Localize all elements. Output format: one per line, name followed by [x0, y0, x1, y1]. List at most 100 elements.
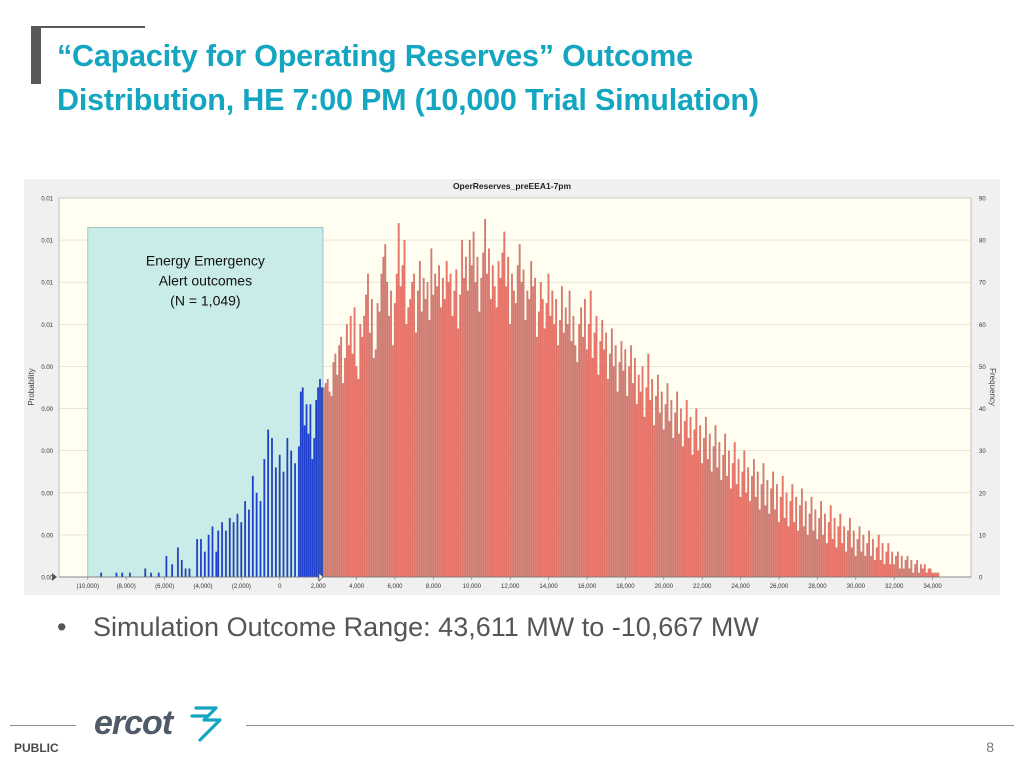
y2-tick-label: 20	[979, 491, 986, 497]
histogram-bar	[432, 294, 435, 578]
histogram-bar	[393, 303, 396, 578]
histogram-bar	[683, 421, 686, 578]
histogram-bar	[247, 509, 250, 578]
x-tick-label: (2,000)	[232, 584, 251, 590]
histogram-bar	[914, 564, 917, 578]
histogram-bar	[758, 509, 761, 578]
histogram-bar	[718, 442, 721, 578]
histogram-bar	[409, 298, 412, 578]
histogram-bar	[933, 572, 936, 578]
x-tick-label: 10,000	[463, 584, 482, 590]
histogram-bar	[649, 400, 652, 578]
histogram-bar	[512, 290, 515, 578]
histogram-bar	[303, 425, 306, 578]
histogram-bar	[553, 324, 556, 578]
histogram-bar	[639, 391, 642, 578]
histogram-bar	[503, 231, 506, 578]
histogram-bar	[762, 463, 765, 578]
histogram-bar	[518, 244, 521, 578]
histogram-bar	[614, 345, 617, 578]
chart-title: OperReserves_preEEA1-7pm	[453, 181, 572, 191]
histogram-bar	[820, 501, 823, 578]
histogram-bar	[610, 328, 613, 578]
histogram-bar	[802, 526, 805, 578]
histogram-bar	[545, 303, 548, 578]
histogram-bar	[520, 282, 523, 578]
histogram-bar	[797, 530, 800, 578]
histogram-bar	[668, 421, 671, 578]
histogram-bar	[367, 273, 369, 578]
histogram-bar	[827, 522, 830, 578]
histogram-bar	[390, 290, 392, 578]
histogram-bar	[559, 319, 561, 578]
histogram-bar	[912, 572, 915, 578]
histogram-bar	[843, 526, 846, 578]
histogram-bar	[539, 282, 542, 578]
x-tick-label: 18,000	[616, 584, 635, 590]
histogram-bar	[703, 437, 705, 578]
y-axis-label: Probability	[27, 368, 36, 405]
histogram-bar	[593, 332, 596, 578]
histogram-bar	[274, 467, 277, 578]
histogram-bar	[491, 265, 494, 578]
ercot-logo-text: ercot	[94, 704, 175, 742]
bullet-text: Simulation Outcome Range: 43,611 MW to -…	[93, 612, 759, 642]
histogram-bar	[881, 543, 884, 578]
histogram-bar	[679, 408, 682, 578]
histogram-bar	[351, 353, 354, 578]
histogram-bar	[812, 530, 815, 578]
histogram-bar	[743, 450, 746, 578]
histogram-bar	[906, 555, 909, 578]
histogram-bar	[693, 429, 696, 578]
histogram-bar	[428, 319, 431, 578]
histogram-bar	[889, 564, 892, 578]
histogram-bar	[695, 408, 698, 578]
histogram-bar	[557, 345, 560, 578]
histogram-bar	[326, 378, 329, 578]
y2-axis-label: Frequency	[988, 368, 997, 406]
histogram-bar	[397, 223, 400, 578]
histogram-bar	[837, 526, 840, 578]
title-accent-line	[31, 26, 145, 28]
histogram-bar	[574, 345, 577, 578]
histogram-bar	[848, 517, 851, 578]
histogram-bar	[799, 505, 801, 578]
histogram-bar	[382, 256, 385, 578]
y2-tick-label: 80	[979, 239, 986, 245]
y-tick-label: 0.00	[41, 533, 53, 539]
histogram-bar	[495, 307, 498, 578]
histogram-bar	[355, 366, 358, 578]
histogram-bar	[612, 366, 615, 578]
histogram-bar	[839, 513, 842, 578]
histogram-bar	[336, 374, 339, 578]
histogram-bar	[720, 480, 723, 578]
histogram-bar	[923, 564, 926, 578]
histogram-bar	[453, 290, 456, 578]
y2-tick-label: 90	[979, 197, 986, 203]
bullet-dot: •	[57, 612, 67, 642]
histogram-bar	[735, 484, 738, 578]
histogram-bar	[443, 298, 446, 578]
histogram-bar	[528, 298, 531, 578]
histogram-bar	[180, 560, 183, 578]
x-tick-label: 4,000	[349, 584, 365, 590]
histogram-chart: OperReserves_preEEA1-7pm Energy Emergenc…	[24, 179, 1000, 595]
histogram-bar	[601, 319, 604, 578]
histogram-bar	[361, 336, 364, 578]
histogram-bar	[466, 290, 469, 578]
histogram-bar	[478, 311, 481, 578]
histogram-bar	[144, 568, 147, 578]
histogram-bar	[363, 315, 366, 578]
histogram-bar	[847, 530, 849, 578]
y-tick-label: 0.01	[41, 281, 53, 287]
histogram-bar	[472, 231, 475, 578]
histogram-bar	[365, 294, 368, 578]
histogram-bar	[511, 273, 513, 578]
histogram-bar	[176, 547, 179, 578]
histogram-bar	[330, 395, 333, 578]
histogram-bar	[653, 425, 656, 578]
histogram-bar	[900, 555, 903, 578]
histogram-bar	[447, 282, 450, 578]
histogram-bar	[589, 290, 592, 578]
histogram-svg: OperReserves_preEEA1-7pm Energy Emergenc…	[24, 179, 1000, 595]
